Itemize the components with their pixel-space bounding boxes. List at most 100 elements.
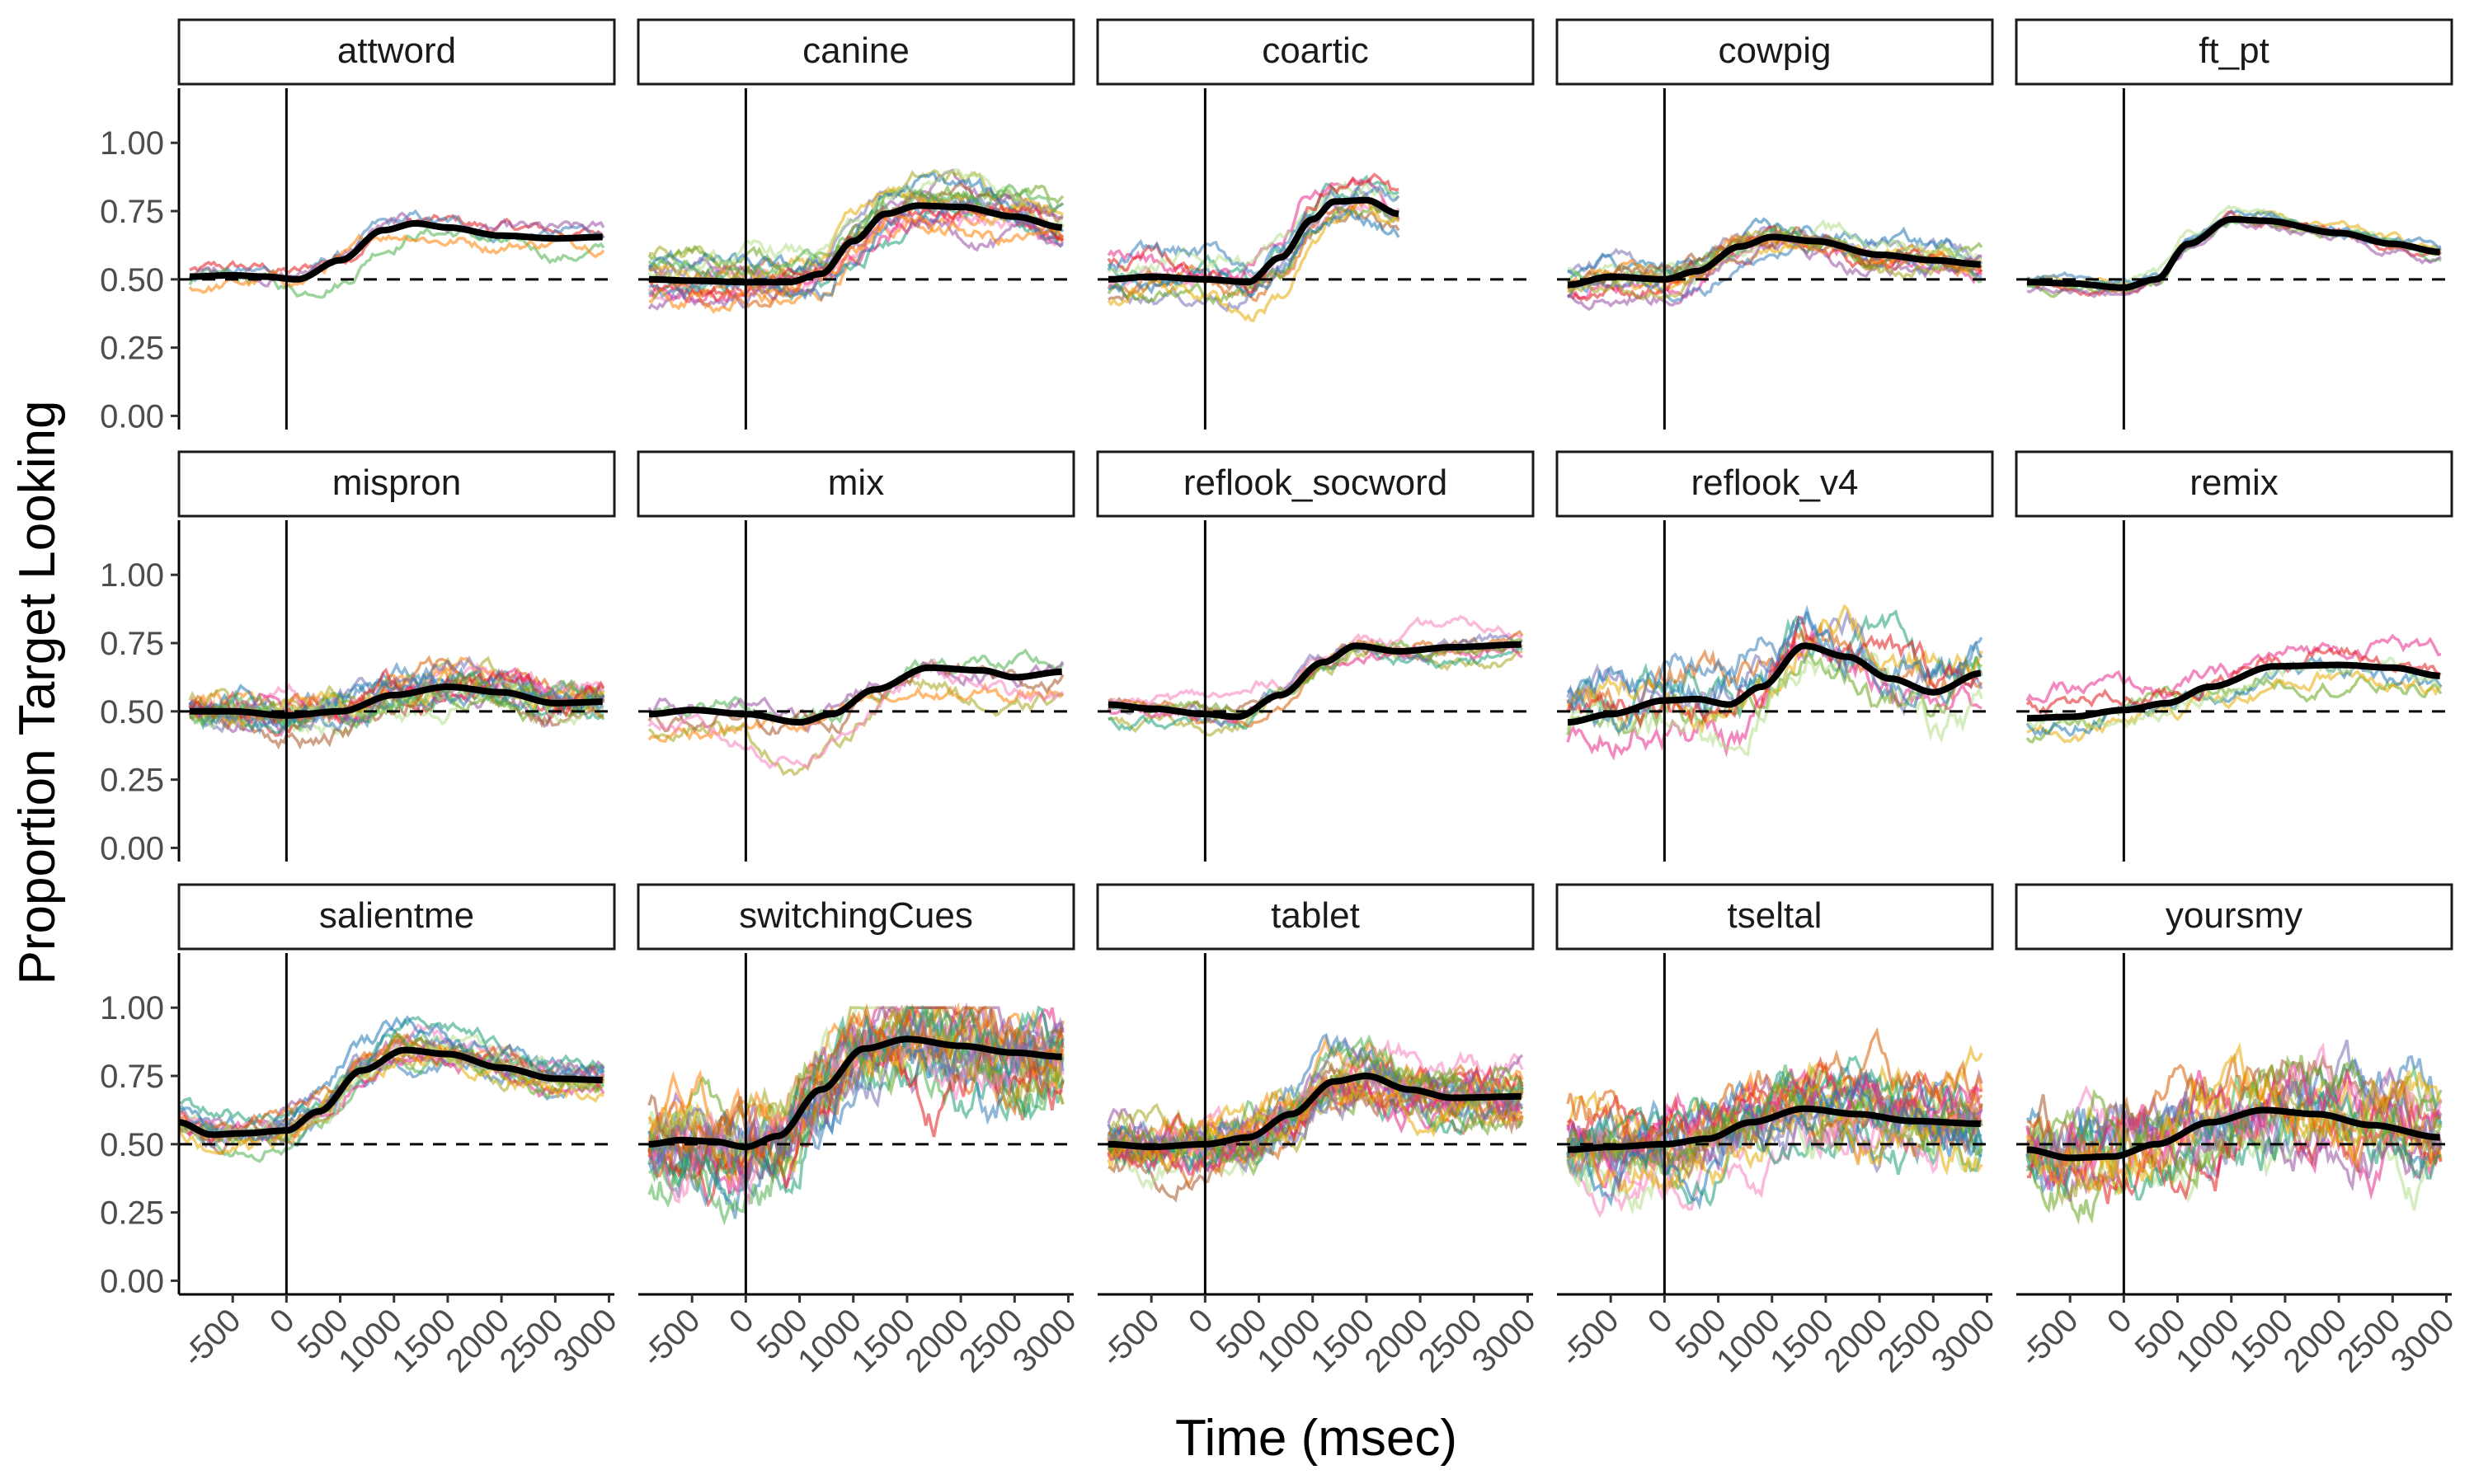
facet-strip-label: mispron: [332, 463, 462, 503]
y-tick-label: 1.00: [100, 125, 164, 162]
mean-smooth-line: [648, 664, 1062, 726]
subject-line: [178, 1016, 605, 1125]
mean-smooth-line: [2027, 661, 2440, 722]
facet-strip-label: canine: [802, 31, 910, 71]
facet-strip: [177, 883, 616, 951]
subject-line: [177, 1044, 604, 1155]
subject-lines: [1566, 1026, 1983, 1219]
mean-smooth-line: [2027, 1106, 2440, 1162]
facet-strip-label: cowpig: [1719, 31, 1832, 71]
subject-line: [648, 213, 1065, 314]
subject-line: [647, 1004, 1065, 1191]
mean-smooth-line: [1567, 1105, 1981, 1153]
subject-line: [188, 232, 605, 294]
subject-lines: [1566, 217, 1983, 312]
facet-mispron: mispron 0.00 0.25 0.50 0.75 1.00: [100, 450, 616, 866]
subject-line: [2026, 669, 2443, 744]
facet-strip-label: tablet: [1271, 895, 1360, 936]
mean-smooth-line: [1108, 1072, 1522, 1151]
subject-lines: [1107, 1032, 1524, 1203]
subject-lines: [177, 1015, 605, 1163]
facet-strip: [177, 18, 616, 86]
facet-strip-label: ft_pt: [2199, 31, 2269, 71]
subject-line: [1566, 1075, 1983, 1176]
y-tick-label: 0.25: [100, 1195, 164, 1232]
subject-line: [647, 658, 1065, 770]
facet-strip-label: mix: [828, 463, 884, 503]
y-tick-label: 0.00: [100, 1263, 164, 1299]
facet-switchingCues: switchingCues-500 05001000150020002500300…: [635, 883, 1084, 1379]
x-tick-label: 3000: [1925, 1302, 2002, 1379]
x-tick-label: 3000: [1465, 1302, 1543, 1379]
facet-strip: [2015, 18, 2453, 86]
panels-layer: attword 0.00 0.25 0.50 0.75 1.00 canine coartic…: [100, 18, 2462, 1379]
y-tick-label: 0.75: [100, 194, 164, 230]
subject-line: [647, 678, 1065, 777]
subject-lines: [2025, 1039, 2443, 1225]
facet-ft_pt: ft_pt: [2015, 18, 2453, 430]
facet-strip: [1555, 883, 1994, 951]
y-tick-label: 0.25: [100, 763, 164, 799]
subject-line: [2025, 646, 2442, 716]
facet-strip-label: reflook_v4: [1691, 463, 1858, 503]
y-tick-label: 0.00: [100, 830, 164, 866]
y-axis-title: Proportion Target Looking: [9, 401, 66, 985]
facet-remix: remix: [2015, 450, 2453, 862]
subject-line: [2025, 655, 2443, 738]
x-tick-label: -500: [1554, 1302, 1626, 1374]
subject-line: [1566, 611, 1983, 718]
facet-strip-label: tseltal: [1728, 895, 1823, 936]
subject-line: [1107, 180, 1400, 281]
x-axis-title: Time (msec): [1175, 1410, 1457, 1467]
mean-smooth-line: [648, 202, 1063, 286]
y-tick-label: 0.25: [100, 331, 164, 367]
facet-coartic: coartic: [1096, 18, 1535, 430]
facet-mix: mix: [637, 450, 1075, 862]
subject-lines: [647, 1002, 1065, 1226]
y-tick-label: 0.75: [100, 626, 164, 662]
subject-line: [647, 1003, 1065, 1178]
mean-smooth-line: [1108, 196, 1399, 286]
x-tick-label: 3000: [1006, 1302, 1084, 1379]
subject-line: [188, 211, 605, 288]
subject-line: [647, 206, 1065, 303]
subject-line: [2025, 1039, 2443, 1161]
facet-strip: [1555, 450, 1994, 518]
facet-strip-label: salientme: [319, 895, 474, 936]
mean-smooth-line: [178, 1046, 603, 1139]
facet-salientme: salientme-500 0500100015002000250030000.0…: [100, 883, 624, 1379]
y-tick-label: 0.00: [100, 398, 164, 434]
x-tick-label: -500: [2013, 1302, 2086, 1374]
subject-line: [1566, 1079, 1983, 1200]
subject-line: [647, 168, 1065, 284]
x-tick-label: -500: [1094, 1302, 1167, 1374]
mean-smooth-line: [1567, 233, 1981, 289]
facet-strip: [1096, 883, 1535, 951]
facet-canine: canine: [637, 18, 1075, 430]
subject-lines: [1107, 614, 1524, 737]
subject-line: [1566, 652, 1983, 757]
y-tick-label: 1.00: [100, 990, 164, 1026]
y-tick-label: 0.50: [100, 1127, 164, 1163]
facet-strip: [177, 450, 616, 518]
facet-strip: [2015, 450, 2453, 518]
subject-lines: [1566, 603, 1983, 761]
subject-lines: [2025, 633, 2443, 744]
mean-smooth-line: [1108, 641, 1522, 721]
facet-strip-label: switchingCues: [739, 895, 973, 936]
subject-line: [1566, 1081, 1983, 1183]
subject-lines: [188, 209, 605, 299]
facet-strip-label: remix: [2189, 463, 2279, 503]
y-tick-label: 0.75: [100, 1059, 164, 1095]
mean-smooth-line: [190, 219, 603, 283]
subject-line: [2026, 1054, 2443, 1190]
facet-strip: [1096, 18, 1535, 86]
facet-strip: [2015, 883, 2453, 951]
subject-lines: [1107, 172, 1400, 323]
facet-strip: [1555, 18, 1994, 86]
facet-strip: [637, 18, 1075, 86]
